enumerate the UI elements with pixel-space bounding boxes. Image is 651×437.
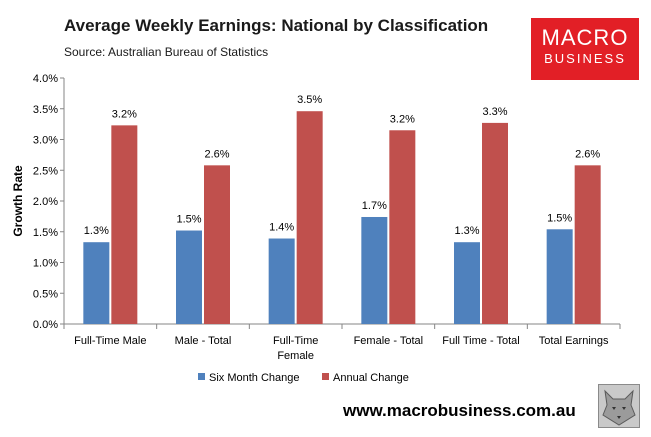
y-tick-label: 0.0%	[33, 319, 58, 331]
bar-six-month	[83, 242, 110, 324]
legend-swatch	[322, 373, 329, 380]
x-tick-label: Female - Total	[354, 335, 424, 347]
data-label: 1.5%	[547, 212, 572, 224]
y-tick-label: 0.5%	[33, 288, 58, 300]
y-axis-title: Growth Rate	[11, 165, 25, 237]
y-tick-label: 2.5%	[33, 165, 58, 177]
x-tick-label: Female	[277, 350, 314, 362]
y-tick-label: 1.0%	[33, 258, 58, 270]
y-tick-label: 2.0%	[33, 196, 58, 208]
data-label: 1.4%	[269, 222, 294, 234]
bar-annual	[111, 125, 138, 324]
data-label: 2.6%	[575, 148, 600, 160]
data-label: 1.3%	[84, 225, 109, 237]
bar-six-month	[176, 230, 202, 324]
legend-label: Annual Change	[333, 372, 409, 384]
bar-annual	[204, 165, 230, 324]
data-label: 1.3%	[454, 225, 479, 237]
y-tick-label: 3.5%	[33, 104, 58, 116]
x-tick-label: Total Earnings	[539, 335, 609, 347]
legend-swatch	[198, 373, 205, 380]
bar-six-month	[268, 238, 295, 324]
y-tick-label: 4.0%	[33, 73, 58, 85]
bar-annual	[296, 111, 323, 325]
macrobusiness-logo: MACRO BUSINESS	[531, 18, 639, 80]
x-tick-label: Male - Total	[175, 335, 232, 347]
y-tick-label: 3.0%	[33, 135, 58, 147]
data-label: 2.6%	[204, 148, 229, 160]
data-label: 1.7%	[362, 200, 387, 212]
x-tick-label: Full-Time Male	[74, 335, 146, 347]
x-tick-label: Full-Time	[273, 335, 318, 347]
bar-annual	[574, 165, 601, 324]
data-label: 3.2%	[390, 113, 415, 125]
bar-six-month	[361, 216, 388, 324]
logo-line-2: BUSINESS	[544, 51, 626, 66]
bar-six-month	[454, 242, 480, 324]
x-tick-label: Full Time - Total	[442, 335, 519, 347]
data-label: 1.5%	[176, 214, 201, 226]
bar-annual	[482, 122, 508, 325]
data-label: 3.5%	[297, 94, 322, 106]
legend-label: Six Month Change	[209, 372, 300, 384]
logo-line-1: MACRO	[541, 25, 629, 50]
chart-title: Average Weekly Earnings: National by Cla…	[64, 16, 489, 35]
wolf-logo-image	[598, 384, 640, 428]
chart-source: Source: Australian Bureau of Statistics	[64, 45, 269, 59]
website-url: www.macrobusiness.com.au	[343, 401, 576, 420]
bar-six-month	[546, 229, 573, 324]
data-label: 3.3%	[482, 106, 507, 118]
data-label: 3.2%	[112, 108, 137, 120]
y-tick-label: 1.5%	[33, 227, 58, 239]
bar-annual	[389, 130, 416, 324]
